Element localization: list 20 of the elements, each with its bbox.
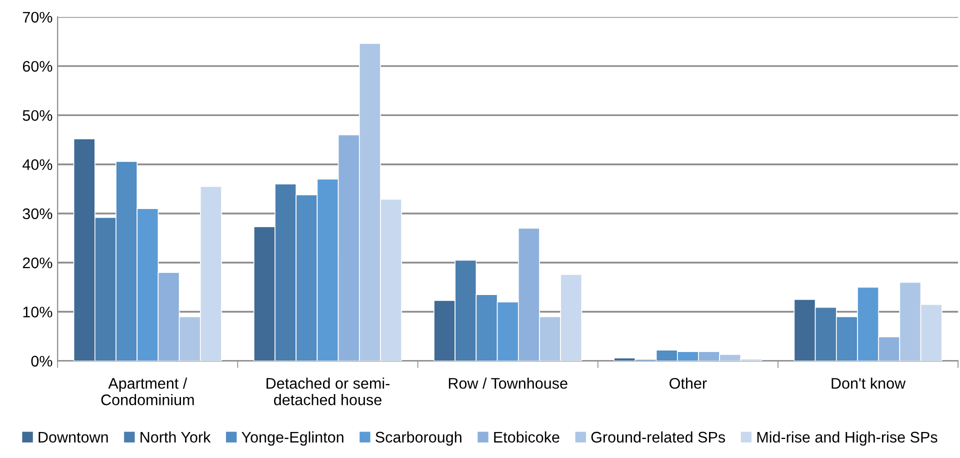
legend-label: Downtown: [38, 432, 108, 443]
legend-label: Scarborough: [376, 431, 462, 446]
x-tick-label: Don't know: [832, 378, 906, 389]
legend-label: Ground-related SPs: [591, 431, 726, 443]
y-tick-label: 30%: [22, 208, 52, 220]
legend-label: Mid-rise and High-rise SPs: [757, 431, 938, 446]
y-tick-label: 10%: [23, 306, 52, 318]
legend-label: Yonge-Eglinton: [242, 431, 344, 446]
y-tick-label: 70%: [22, 12, 52, 23]
x-tick-label: Apartment / Condominium: [101, 378, 194, 406]
legend-label: North York: [140, 431, 211, 443]
legend-label: Etobicoke: [494, 431, 560, 443]
y-tick-label: 50%: [22, 110, 52, 121]
y-tick-label: 60%: [22, 60, 52, 72]
y-tick-label: 20%: [22, 258, 52, 268]
x-tick-label: Row / Townhouse: [448, 378, 568, 389]
x-tick-label: Detached or semi- detached house: [266, 378, 390, 406]
y-tick-label: 0%: [31, 356, 52, 367]
y-tick-label: 40%: [22, 159, 52, 170]
x-tick-label: Other: [670, 378, 707, 389]
